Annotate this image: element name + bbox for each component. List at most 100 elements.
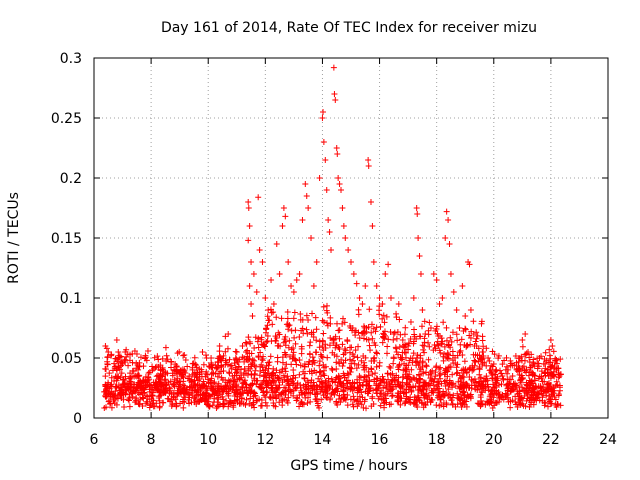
data-point: [237, 390, 244, 397]
data-point: [278, 368, 285, 375]
data-point: [403, 368, 410, 375]
data-point: [256, 247, 263, 253]
data-point: [230, 384, 237, 391]
data-point: [438, 341, 445, 348]
data-point: [108, 351, 115, 358]
data-point: [251, 404, 258, 411]
data-point: [344, 338, 351, 345]
data-point: [436, 366, 443, 373]
data-point: [288, 378, 295, 385]
data-point: [321, 372, 328, 379]
data-point: [505, 396, 512, 403]
data-point: [313, 326, 320, 333]
data-point: [290, 351, 297, 358]
data-point: [441, 392, 448, 399]
data-point: [292, 357, 299, 364]
data-point: [264, 322, 271, 329]
data-point: [363, 405, 370, 412]
data-point: [475, 345, 482, 352]
data-point: [301, 363, 308, 370]
data-point: [220, 376, 227, 383]
data-point: [322, 379, 329, 386]
data-point: [362, 354, 369, 361]
data-point: [340, 223, 347, 229]
data-point: [348, 360, 355, 367]
data-point: [202, 370, 209, 377]
data-point: [268, 309, 275, 316]
data-point: [152, 364, 159, 371]
data-point: [484, 399, 491, 406]
data-point: [478, 397, 485, 404]
data-point: [214, 399, 221, 406]
data-point: [356, 379, 363, 386]
data-point: [162, 376, 169, 383]
data-point: [115, 349, 122, 355]
data-point: [528, 392, 535, 399]
data-point: [142, 376, 149, 383]
data-point: [399, 337, 406, 344]
data-point: [207, 379, 214, 386]
data-point: [528, 351, 535, 358]
data-point: [233, 396, 240, 403]
data-point: [333, 366, 340, 373]
data-point: [328, 247, 335, 253]
data-point: [150, 397, 157, 404]
y-tick-label: 0.3: [60, 51, 82, 67]
data-point: [411, 333, 418, 340]
data-point: [316, 175, 323, 181]
data-point: [206, 403, 213, 410]
data-point: [217, 368, 224, 375]
data-point: [504, 376, 511, 383]
data-point: [298, 389, 305, 396]
data-point: [317, 368, 324, 375]
data-point: [322, 157, 329, 163]
data-point: [121, 382, 128, 389]
data-point: [421, 349, 428, 356]
data-point: [348, 259, 354, 265]
data-point: [431, 375, 438, 382]
data-point: [250, 390, 257, 397]
data-point: [292, 374, 299, 381]
data-point: [540, 383, 547, 390]
data-point: [237, 400, 244, 407]
data-point: [326, 342, 333, 349]
data-point: [243, 396, 250, 403]
data-point: [156, 393, 163, 400]
data-point: [288, 283, 295, 289]
data-point: [246, 223, 253, 229]
data-point: [135, 373, 142, 380]
data-point: [216, 343, 223, 349]
data-point: [491, 388, 498, 395]
data-point: [330, 64, 337, 71]
data-point: [123, 346, 130, 353]
data-point: [523, 381, 530, 388]
data-point: [523, 397, 530, 404]
data-point: [321, 364, 328, 371]
data-point: [508, 360, 515, 367]
data-point: [114, 358, 121, 365]
data-point: [478, 389, 485, 396]
data-point: [386, 386, 393, 393]
data-point: [526, 404, 533, 411]
data-point: [181, 382, 188, 389]
data-point: [192, 372, 199, 379]
data-point: [174, 350, 181, 357]
data-point: [200, 361, 207, 368]
data-point: [440, 319, 447, 326]
data-point: [355, 385, 362, 392]
data-point: [316, 358, 323, 365]
data-point: [363, 382, 370, 389]
data-point: [384, 350, 391, 357]
data-point: [514, 388, 521, 395]
data-point: [336, 392, 343, 399]
data-point: [402, 399, 409, 406]
data-point: [494, 373, 501, 380]
data-point: [457, 347, 464, 354]
data-point: [227, 362, 234, 369]
data-point: [453, 370, 460, 377]
data-point: [373, 375, 380, 382]
data-point: [273, 394, 280, 401]
data-point: [496, 395, 503, 402]
data-point: [493, 380, 500, 387]
data-point: [242, 339, 249, 346]
